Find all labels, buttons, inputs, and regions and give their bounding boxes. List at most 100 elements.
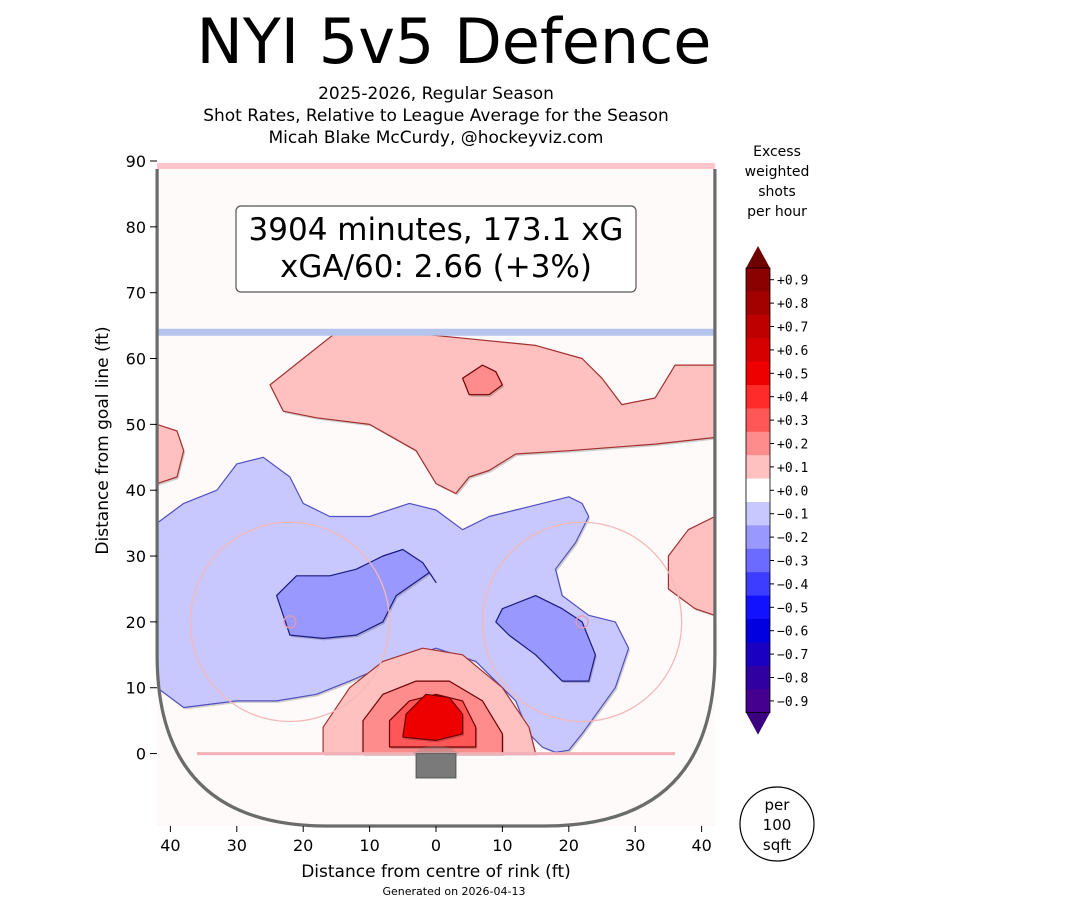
colorbar-label: −0.8 [777,672,808,687]
y-tick-label: 50 [126,415,146,434]
colorbar-swatch [746,291,770,316]
x-axis-label: Distance from centre of rink (ft) [301,862,571,882]
colorbar-label: −0.9 [777,695,808,710]
colorbar-label: −0.7 [777,648,808,663]
colorbar-label: +0.5 [777,367,808,382]
point-spot-excess-fill [462,364,503,396]
subtitle-description: Shot Rates, Relative to League Average f… [203,106,669,126]
point-high-excess-fill [269,331,715,495]
midrange-deficit [157,456,631,755]
colorbar-title-line: weighted [745,164,810,180]
colorbar-swatch [746,595,770,620]
point-high-excess [269,331,715,496]
colorbar-swatch [746,431,770,456]
unit-label-line: per [765,796,791,814]
right-slot-deficit [495,594,597,684]
colorbar-swatch [746,665,770,690]
page-title: NYI 5v5 Defence [196,5,712,78]
left-slot-deficit-fill [276,548,437,640]
y-tick-label: 10 [126,679,146,698]
colorbar-label: +0.7 [777,321,808,336]
y-tick-label: 30 [126,547,146,566]
y-tick-label: 80 [126,218,146,237]
x-tick-label: 40 [691,836,711,855]
colorbar-label: +0.6 [777,344,808,359]
goal-net [415,753,457,779]
unit-label-line: 100 [763,816,792,834]
colorbar-label: −0.1 [777,508,808,523]
colorbar-swatch [746,268,770,292]
colorbar-swatch [746,689,770,714]
colorbar-swatch [746,642,770,667]
y-tick-label: 70 [126,284,146,303]
x-tick-label: 30 [227,836,247,855]
colorbar-label: +0.9 [777,274,808,289]
left-edge-excess-fill [157,423,185,485]
subtitle-author: Micah Blake McCurdy, @hockeyviz.com [268,128,604,148]
faceoff-circle-0 [189,521,391,723]
colorbar-swatch [746,572,770,597]
x-tick-label: 20 [559,836,579,855]
generated-date: Generated on 2026-04-13 [382,885,526,898]
subtitle-season: 2025-2026, Regular Season [318,84,554,104]
colorbar-swatch [746,619,770,643]
y-tick-label: 40 [126,481,146,500]
x-tick-label: 30 [625,836,645,855]
summary-box [235,205,637,293]
summary-minutes-xg: 3904 minutes, 173.1 xG [249,212,624,248]
right-circle-excess [667,515,715,618]
summary-xga-rate: xGA/60: 2.66 (+3%) [280,249,592,285]
x-tick-label: 10 [492,836,512,855]
left-edge-excess [157,423,186,486]
x-tick-label: 0 [431,836,441,855]
point-spot-excess [462,364,504,397]
colorbar-label: −0.2 [777,531,808,546]
colorbar-swatch [746,502,770,526]
colorbar-label: −0.6 [777,625,808,640]
unit-label-line: sqft [763,836,791,854]
colorbar-bottom-arrow [746,712,770,735]
colorbar-label: +0.1 [777,461,808,476]
colorbar-title-line: Excess [753,144,801,160]
colorbar-top-arrow [746,246,770,268]
faceoff-dot-0 [283,615,297,629]
colorbar-swatch [746,385,770,409]
colorbar-label: −0.4 [777,578,808,593]
colorbar-swatch [746,338,770,363]
colorbar-swatch [746,314,770,339]
colorbar-label: +0.0 [777,484,808,499]
crease-excess-4 [402,693,465,743]
faceoff-circle-1 [481,521,683,723]
colorbar-frame [745,267,771,714]
colorbar-swatch [746,478,770,503]
x-tick-label: 40 [160,836,180,855]
y-tick-label: 20 [126,613,146,632]
y-tick-label: 90 [126,152,146,171]
left-slot-deficit [276,548,438,641]
colorbar-swatch [746,408,770,433]
colorbar-label: +0.4 [777,391,808,406]
colorbar-label: −0.5 [777,601,808,616]
colorbar-label: +0.8 [777,297,808,312]
x-tick-label: 20 [293,836,313,855]
colorbar-swatch [746,455,770,480]
right-slot-deficit-fill [495,594,597,682]
unit-circle [739,786,815,862]
colorbar-title-line: per hour [747,204,807,220]
colorbar-label: +0.3 [777,414,808,429]
colorbar-swatch [746,548,770,573]
top-end-line [157,163,715,169]
colorbar-swatch [746,525,770,550]
y-tick-label: 0 [136,745,146,764]
y-tick-label: 60 [126,350,146,369]
y-axis-label: Distance from goal line (ft) [93,326,113,554]
goal-crease [412,745,460,754]
colorbar-swatch [746,361,770,386]
crease-excess-4-fill [402,693,464,742]
colorbar-label: −0.3 [777,555,808,570]
faceoff-dot-1 [575,615,589,629]
colorbar-title-line: shots [758,184,796,200]
colorbar-label: +0.2 [777,438,808,453]
x-tick-label: 10 [359,836,379,855]
